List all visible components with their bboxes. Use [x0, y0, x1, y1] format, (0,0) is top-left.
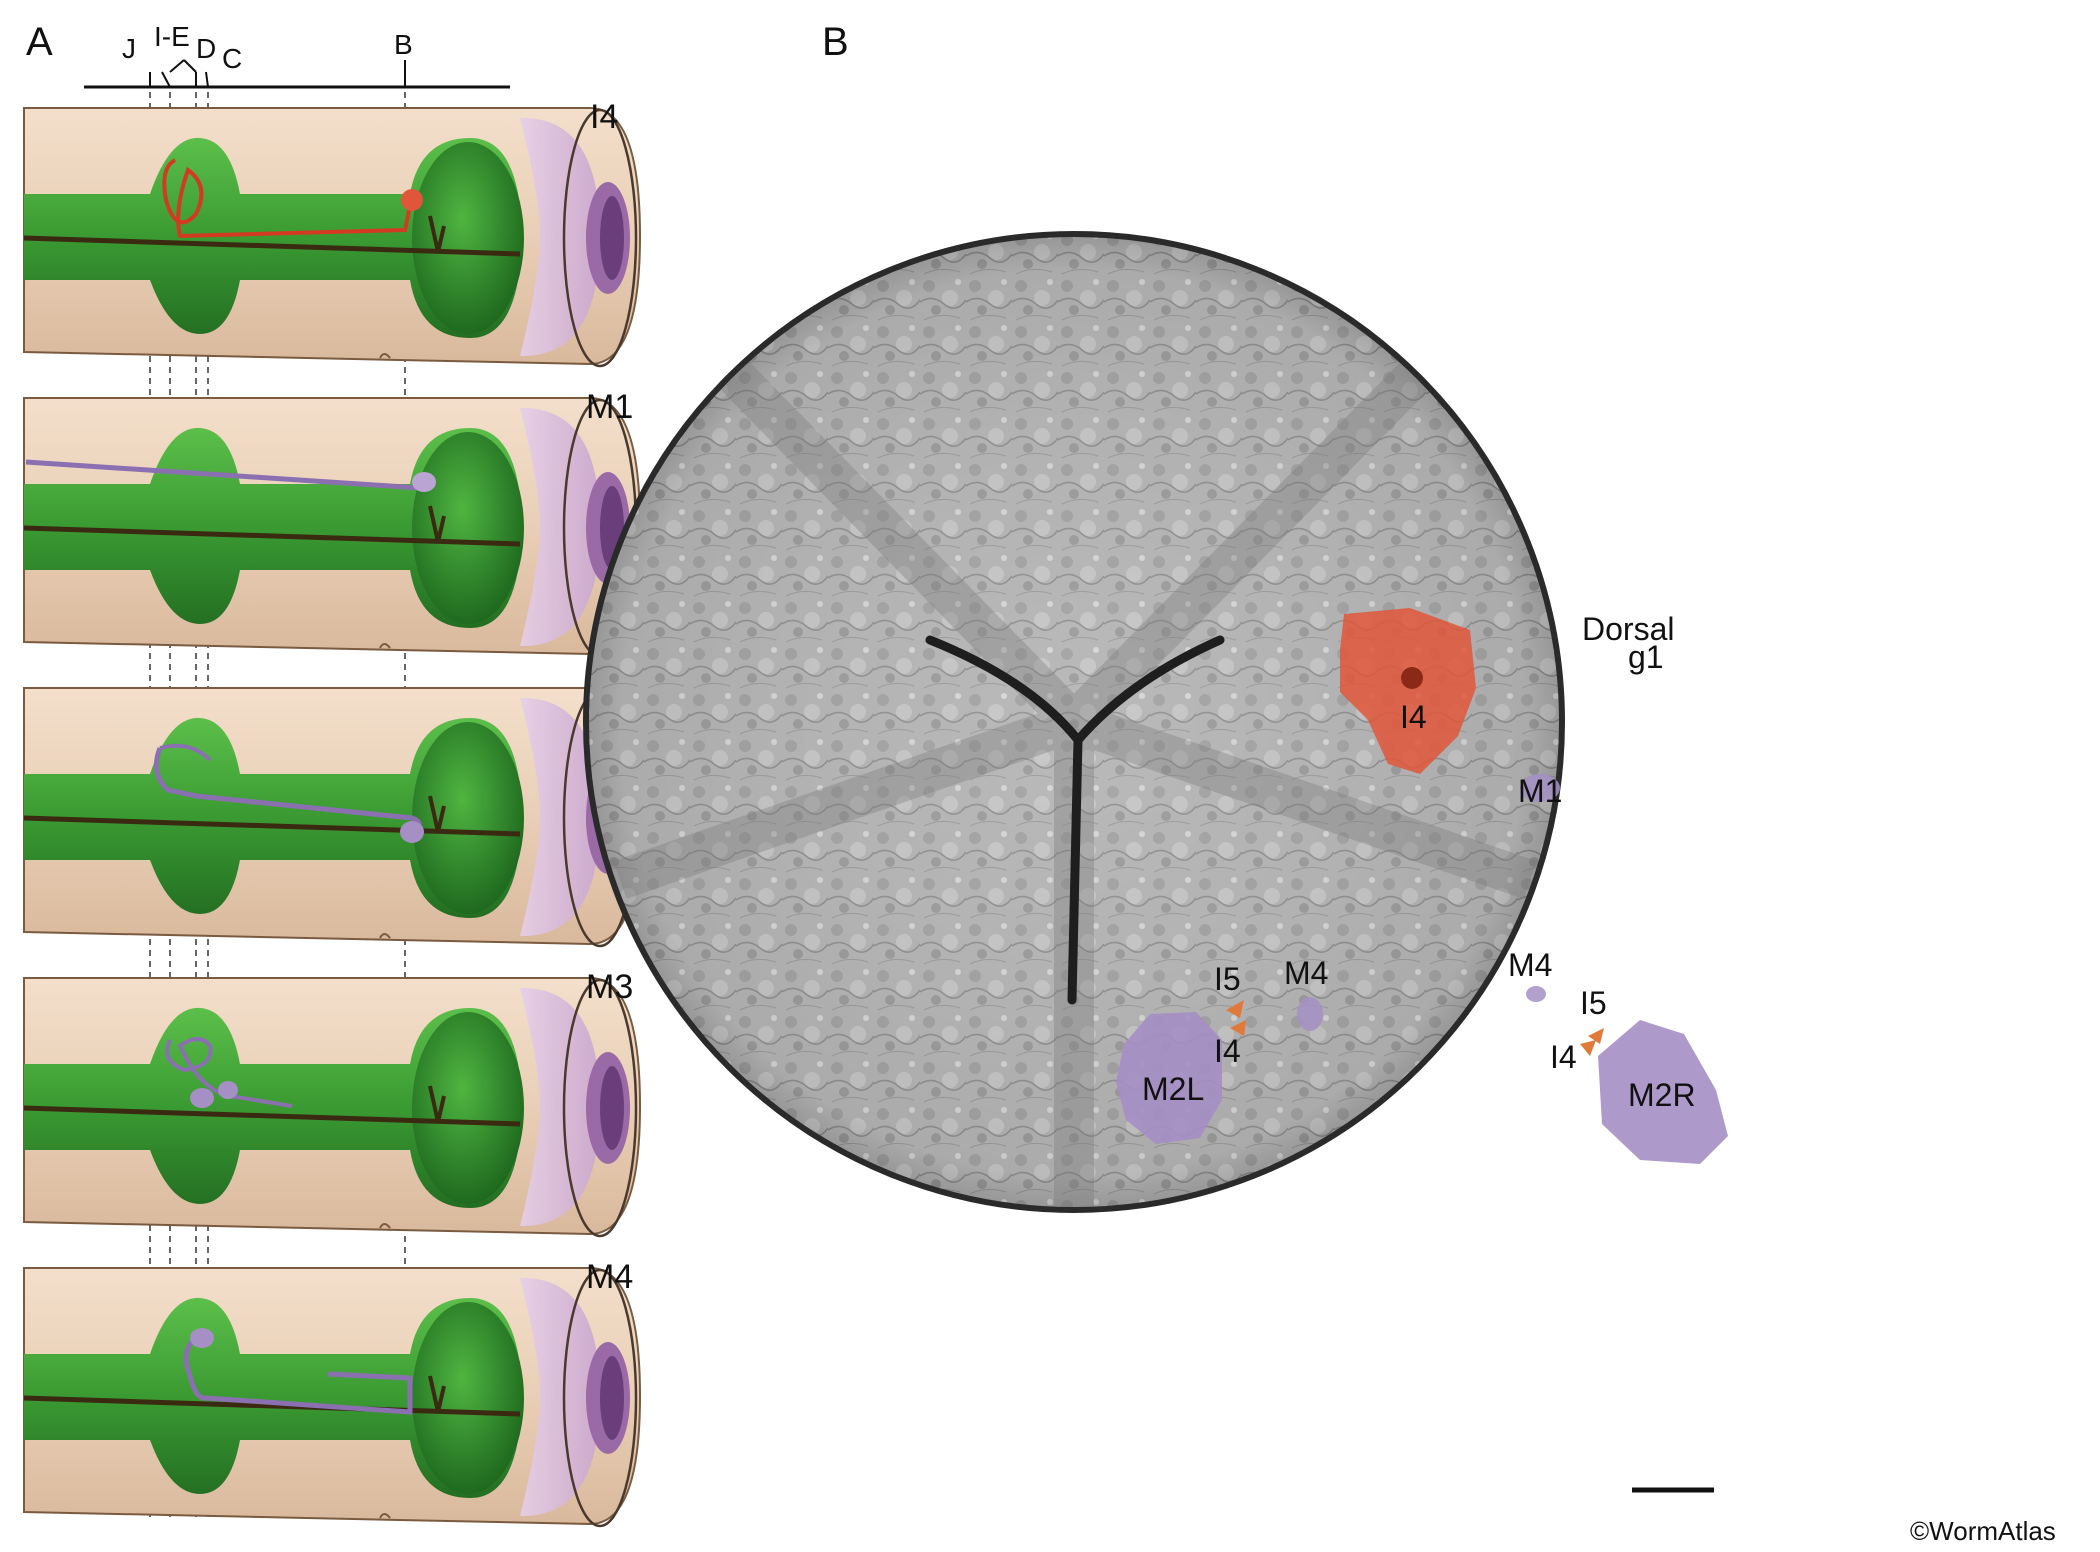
section-ruler — [84, 59, 510, 89]
i5-left-highlight — [1226, 1000, 1244, 1018]
section-label-b: B — [394, 29, 413, 60]
cell-title-m4: M4 — [586, 1258, 633, 1296]
em-label-g1: g1 — [1628, 639, 1664, 675]
pharynx-diagram-m2: M2 — [24, 678, 640, 946]
section-label-d: D — [196, 33, 216, 64]
em-label-m1: M1 — [1518, 773, 1562, 809]
m1-cell-highlight — [1520, 774, 1560, 802]
em-label-m4-right: M4 — [1508, 947, 1552, 983]
copyright-text: ©WormAtlas — [1910, 1516, 2056, 1546]
em-label-m2r: M2R — [1628, 1077, 1696, 1113]
em-label-i4-left: I4 — [1214, 1033, 1241, 1069]
m4-left-highlight — [1297, 997, 1323, 1031]
m4-right-highlight — [1526, 986, 1546, 1002]
i4-right-highlight — [1580, 1040, 1596, 1056]
i4-cell-highlight — [1340, 608, 1476, 774]
section-label-j: J — [122, 33, 136, 64]
em-label-m4-left: M4 — [1284, 955, 1328, 991]
em-label-i5-right: I5 — [1580, 985, 1607, 1021]
pharynx-diagram-i4: I4 — [24, 98, 640, 366]
section-label-c: C — [222, 43, 242, 74]
m2r-cell-highlight — [1598, 1020, 1728, 1164]
em-label-dorsal: Dorsal — [1582, 611, 1674, 647]
pharynx-diagram-m3: M3 — [24, 968, 640, 1236]
cell-title-m3: M3 — [586, 968, 633, 1006]
panel-letter-a: A — [26, 20, 53, 64]
i5-right-highlight — [1588, 1028, 1604, 1044]
i4-left-highlight — [1230, 1020, 1246, 1036]
pharynx-diagram-m4: M4 — [24, 1258, 640, 1526]
cell-title-m1: M1 — [586, 388, 633, 426]
pharynx-diagram-m1: M1 — [24, 388, 640, 656]
cell-title-i4: I4 — [590, 98, 618, 136]
em-label-i4-right: I4 — [1550, 1039, 1577, 1075]
panel-letter-b: B — [822, 20, 849, 64]
em-label-i5-left: I5 — [1214, 961, 1241, 997]
em-label-i4-top: I4 — [1400, 699, 1427, 735]
section-label-ie: I-E — [154, 21, 190, 52]
em-label-m2l: M2L — [1142, 1071, 1204, 1107]
m2l-cell-highlight — [1116, 1012, 1222, 1144]
i4-nucleus — [1401, 667, 1423, 689]
